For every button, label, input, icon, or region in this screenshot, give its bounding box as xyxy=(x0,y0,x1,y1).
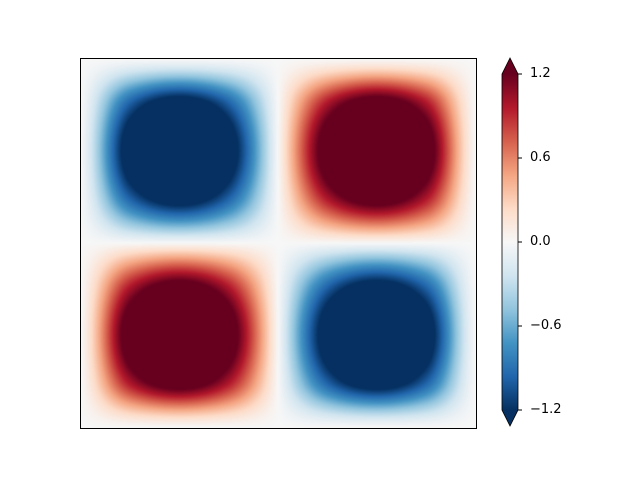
colorbar-tick-label: 1.2 xyxy=(530,66,551,81)
colorbar-body xyxy=(502,74,518,410)
colorbar-extend-max xyxy=(502,58,518,74)
colorbar-tick-label: 0.6 xyxy=(530,150,551,165)
colorbar-tick-label: −0.6 xyxy=(530,318,562,333)
colorbar-extend-min xyxy=(502,410,518,426)
heatmap-image xyxy=(80,58,476,428)
colorbar-tick-label: −1.2 xyxy=(530,402,562,417)
colorbar xyxy=(501,57,522,427)
colorbar-tick-label: 0.0 xyxy=(530,234,551,249)
